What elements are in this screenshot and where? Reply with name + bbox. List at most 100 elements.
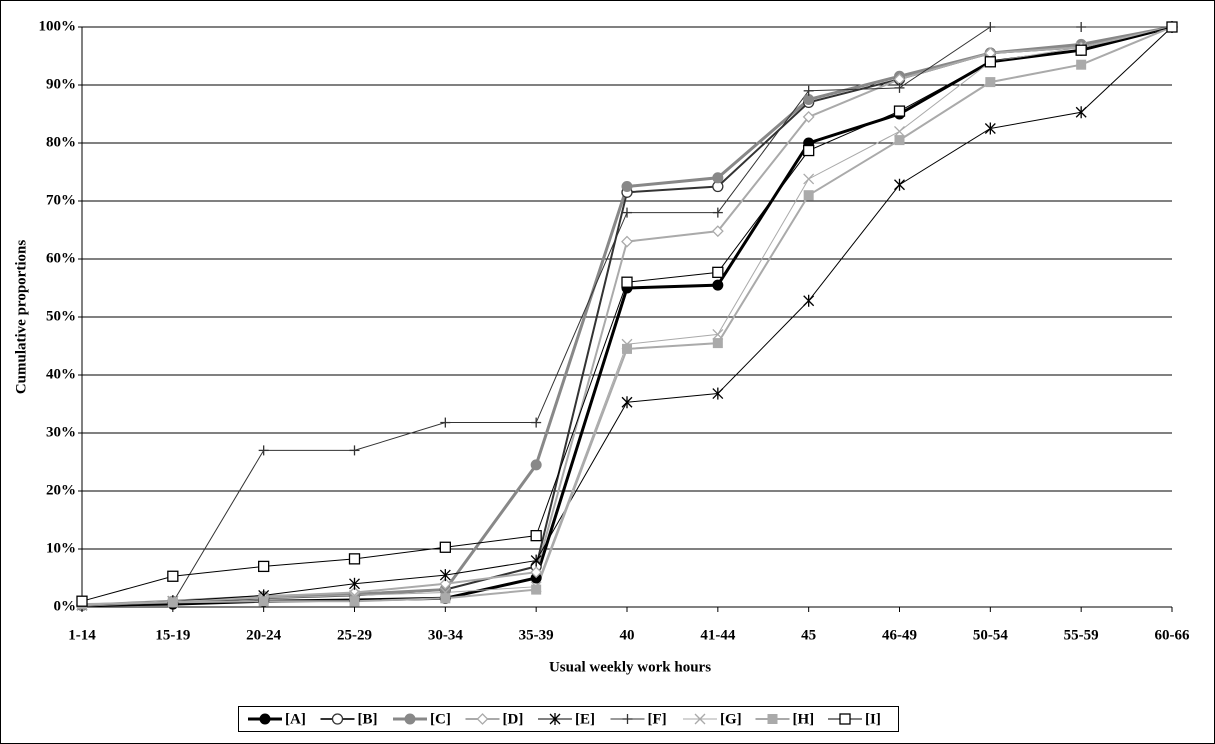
data-point <box>1075 44 1087 56</box>
data-point-stroke <box>894 125 905 137</box>
data-point <box>531 584 542 595</box>
x-tick-label: 45 <box>801 627 816 643</box>
data-point-shape <box>349 596 360 607</box>
data-point <box>258 560 270 573</box>
legend-marker-shape <box>259 713 271 725</box>
y-tick-label: 20% <box>46 482 76 498</box>
x-tick-label: 60-66 <box>1155 627 1190 643</box>
data-point-shape <box>621 181 633 192</box>
x-tick-label: 40 <box>620 627 635 643</box>
data-point <box>622 343 632 354</box>
legend-label: [C] <box>430 711 451 727</box>
data-point-shape <box>1076 59 1087 70</box>
data-point-stroke <box>803 173 815 185</box>
x-tick-label: 25-29 <box>337 627 372 643</box>
data-point <box>1076 59 1087 70</box>
data-point <box>712 338 723 349</box>
data-point-shape <box>439 541 451 553</box>
data-point <box>530 566 543 579</box>
legend-label: [B] <box>358 711 378 727</box>
data-point <box>439 569 451 582</box>
y-tick-label: 60% <box>46 250 76 266</box>
data-point <box>530 459 542 471</box>
data-point <box>803 94 815 105</box>
data-point-shape <box>258 596 269 607</box>
legend-marker-shape <box>839 713 851 725</box>
data-point <box>803 85 814 96</box>
data-point <box>894 125 905 137</box>
legend-marker <box>259 713 271 725</box>
data-point-shape <box>439 577 452 590</box>
data-point <box>712 279 724 291</box>
y-tick-label: 90% <box>46 76 76 92</box>
data-point <box>439 577 452 590</box>
y-tick-label: 70% <box>46 192 76 208</box>
data-point <box>712 172 724 184</box>
data-point-shape <box>803 94 815 105</box>
data-point-shape <box>530 530 542 542</box>
legend-marker <box>549 713 561 725</box>
data-point <box>893 105 906 117</box>
x-tick-label: 1-14 <box>68 627 96 643</box>
data-point <box>803 173 815 185</box>
data-point <box>349 577 360 590</box>
data-point <box>258 596 269 607</box>
x-tick-label: 50-54 <box>973 627 1008 643</box>
legend-marker-shape <box>331 713 344 725</box>
data-point-shape <box>803 190 814 201</box>
data-point <box>440 593 451 604</box>
data-point-shape <box>530 459 542 471</box>
legend-marker-shape <box>404 713 416 725</box>
x-axis-title: Usual weekly work hours <box>549 659 711 675</box>
data-point-shape <box>712 172 724 184</box>
legend-label: [D] <box>503 711 524 727</box>
data-point <box>531 417 542 428</box>
data-point <box>621 276 633 288</box>
data-point-shape <box>1166 21 1178 33</box>
data-point <box>621 235 633 248</box>
data-point <box>985 77 996 88</box>
data-point <box>712 266 724 278</box>
y-tick-label: 50% <box>46 308 76 324</box>
data-point <box>258 445 269 456</box>
y-tick-label: 80% <box>46 134 76 150</box>
data-point <box>984 122 996 135</box>
data-point-shape <box>712 338 723 349</box>
legend-marker <box>404 713 416 725</box>
legend-marker <box>622 714 633 724</box>
legend-marker <box>839 713 851 725</box>
data-point <box>440 417 451 428</box>
data-point-shape <box>530 566 543 579</box>
data-point-shape <box>803 144 815 157</box>
legend-label: [F] <box>648 711 667 727</box>
legend-label: [A] <box>285 711 306 727</box>
data-point-shape <box>712 266 724 278</box>
data-point-shape <box>893 105 906 117</box>
data-point-shape <box>985 77 996 88</box>
data-point-shape <box>984 56 996 68</box>
data-point <box>622 207 632 218</box>
data-point-shape <box>167 570 179 582</box>
legend-label: [I] <box>865 711 881 727</box>
legend-marker <box>476 713 489 725</box>
y-tick-label: 0% <box>54 598 77 614</box>
data-point <box>439 541 451 553</box>
data-point-shape <box>894 135 905 146</box>
data-point <box>803 190 814 201</box>
legend-marker-shape <box>767 714 778 724</box>
data-point <box>894 135 905 146</box>
x-tick-label: 15-19 <box>155 627 190 643</box>
data-point-shape <box>711 225 724 238</box>
data-point <box>349 445 360 456</box>
legend-label: [G] <box>720 711 742 727</box>
legend-marker <box>331 713 344 725</box>
data-point <box>803 144 815 157</box>
data-point <box>894 178 905 191</box>
legend-label: [H] <box>793 711 815 727</box>
data-point <box>985 22 996 32</box>
data-point-shape <box>712 279 724 291</box>
data-point-shape <box>440 593 451 604</box>
x-tick-label: 35-39 <box>519 627 554 643</box>
data-point-shape <box>621 276 633 288</box>
